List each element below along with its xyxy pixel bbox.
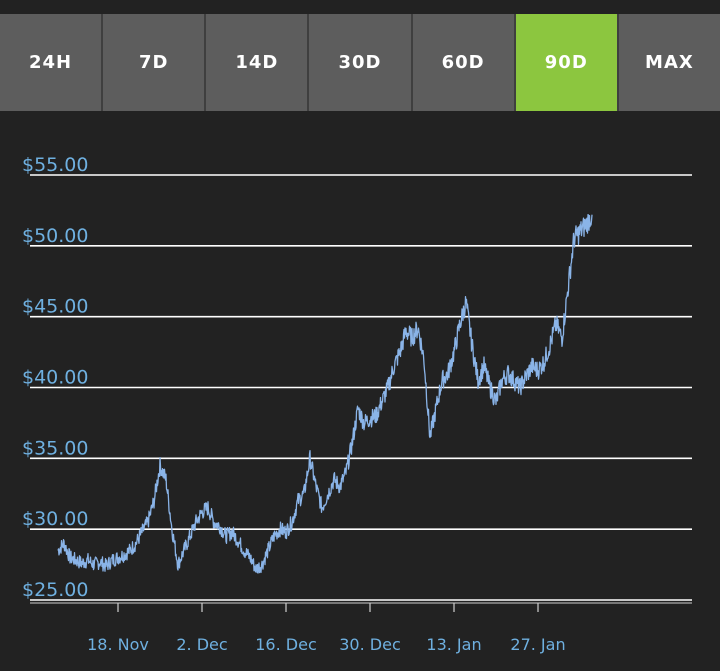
tab-60d[interactable]: 60D [412, 14, 516, 111]
y-tick-label: $30.00 [22, 508, 88, 530]
tab-7d[interactable]: 7D [103, 14, 207, 111]
x-tick-label: 30. Dec [339, 635, 401, 654]
x-tick-label: 16. Dec [255, 635, 317, 654]
y-tick-label: $25.00 [22, 579, 88, 601]
price-series-line [57, 213, 593, 574]
timeframe-tabs: 24H 7D 14D 30D 60D 90D MAX [0, 14, 720, 111]
y-axis-labels: $55.00 $50.00 $45.00 $40.00 $35.00 $30.00 $25.… [22, 154, 88, 601]
x-axis: 18. Nov 2. Dec 16. Dec 30. Dec 13. Jan 27. Ja… [30, 602, 692, 654]
tab-max[interactable]: MAX [618, 14, 720, 111]
tab-24h[interactable]: 24H [0, 14, 104, 111]
y-tick-label: $50.00 [22, 225, 88, 247]
x-tick-label: 27. Jan [510, 635, 565, 654]
x-tick-label: 13. Jan [426, 635, 481, 654]
tab-14d[interactable]: 14D [206, 14, 310, 111]
series-layer [57, 213, 593, 574]
x-tick-label: 2. Dec [176, 635, 227, 654]
y-tick-label: $35.00 [22, 437, 88, 459]
tab-30d[interactable]: 30D [309, 14, 413, 111]
grid-layer [30, 174, 692, 601]
y-tick-label: $55.00 [22, 154, 88, 176]
tab-90d[interactable]: 90D [515, 14, 619, 111]
y-tick-label: $40.00 [22, 367, 88, 389]
y-tick-label: $45.00 [22, 296, 88, 318]
x-tick-label: 18. Nov [87, 635, 149, 654]
